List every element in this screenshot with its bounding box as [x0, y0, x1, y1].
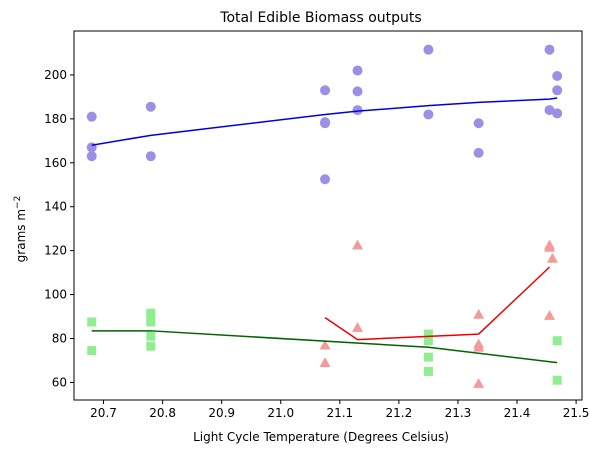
series-3-point-4: [352, 322, 364, 332]
series-2-point-11: [423, 366, 433, 376]
y-tick-label: 180: [44, 112, 67, 126]
series-1-fit-line: [91, 97, 558, 146]
series-3-point-8: [473, 378, 485, 388]
series-1-point-16: [473, 147, 484, 158]
series-2-point-12: [552, 336, 562, 346]
series-2-point-13: [552, 375, 562, 385]
series-2-point-5: [146, 317, 156, 327]
x-tick-label: 21.4: [504, 406, 531, 420]
x-tick-label: 21.2: [386, 406, 413, 420]
x-tick-label: 20.7: [90, 406, 117, 420]
series-3-point-3: [352, 239, 364, 250]
series-3-point-5: [473, 308, 485, 319]
series-1-point-15: [473, 118, 484, 129]
x-tick-label: 21.3: [445, 406, 472, 420]
y-axis-label: grams m−2: [13, 196, 28, 263]
series-1-point-5: [145, 151, 156, 162]
y-axis-label-exponent: −2: [13, 196, 23, 209]
x-axis-label: Light Cycle Temperature (Degrees Celsius…: [193, 430, 449, 444]
y-tick-label: 80: [52, 332, 67, 346]
series-1-point-19: [552, 71, 563, 82]
y-tick-label: 100: [44, 288, 67, 302]
x-tick-label: 21.1: [326, 406, 353, 420]
series-2-point-10: [423, 352, 433, 362]
series-2-point-9: [423, 336, 433, 346]
x-tick-label: 21.0: [267, 406, 294, 420]
plot-area: [86, 44, 563, 388]
series-3-point-11: [546, 252, 558, 263]
y-tick-label: 120: [44, 244, 67, 258]
series-1-point-13: [423, 44, 434, 55]
series-1-point-8: [320, 118, 331, 129]
series-3-point-1: [319, 339, 331, 350]
x-tick-label: 21.5: [563, 406, 590, 420]
series-1-point-21: [552, 108, 563, 119]
series-1-point-12: [352, 105, 363, 116]
series-2-point-2: [87, 346, 97, 356]
series-1-point-3: [86, 151, 97, 162]
series-1-point-9: [320, 174, 331, 185]
series-2-point-8: [423, 329, 433, 339]
series-3-point-10: [544, 241, 556, 252]
axes: 20.7 20.8 20.9 21.0 21.1 21.2 21.3 21.4 21.5 60 80…: [44, 30, 590, 420]
y-tick-label: 200: [44, 68, 67, 82]
x-tick-label: 20.9: [208, 406, 235, 420]
series-2-point-1: [87, 317, 97, 327]
series-1-point-1: [86, 111, 97, 122]
y-tick-label: 160: [44, 156, 67, 170]
series-2-point-6: [146, 331, 156, 341]
series-1-point-11: [352, 86, 363, 97]
series-2-fit-line: [91, 330, 558, 364]
chart-title: Total Edible Biomass outputs: [219, 10, 421, 26]
series-1-point-4: [145, 101, 156, 112]
series-3-fit-line: [324, 266, 551, 341]
plot-frame: [73, 30, 583, 401]
series-1-point-20: [552, 85, 563, 96]
series-1-point-17: [544, 44, 555, 55]
series-1-point-14: [423, 109, 434, 120]
series-3-point-2: [319, 357, 331, 368]
series-3-point-12: [544, 309, 556, 320]
series-1-point-18: [544, 105, 555, 116]
y-tick-label: 140: [44, 200, 67, 214]
series-1-point-10: [352, 65, 363, 76]
x-tick-label: 20.8: [149, 406, 176, 420]
series-3-point-7: [473, 341, 485, 352]
y-axis-label-base: grams m: [14, 209, 28, 262]
y-tick-label: 60: [52, 375, 67, 389]
series-1-point-6: [320, 85, 331, 96]
series-2-point-7: [146, 341, 156, 351]
